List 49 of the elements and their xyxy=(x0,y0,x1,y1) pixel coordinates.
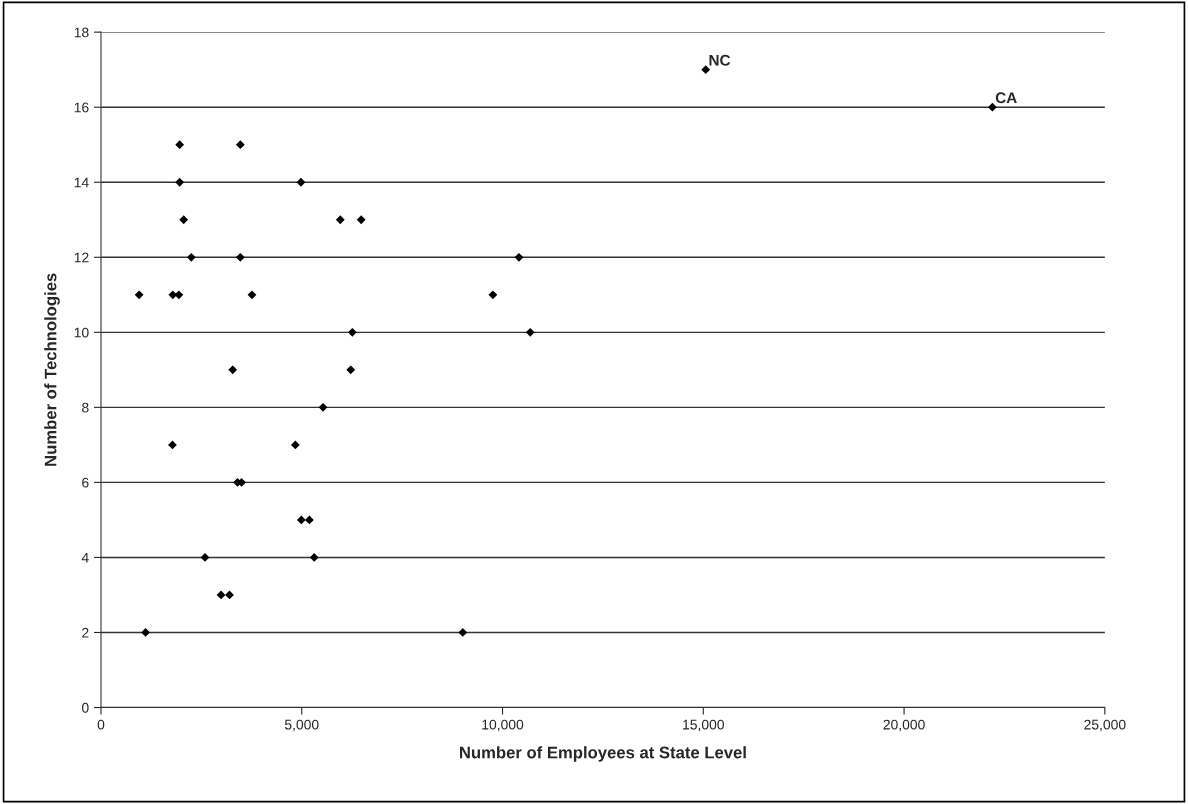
y-tick-label: 6 xyxy=(82,477,89,488)
annotation: CA xyxy=(995,92,1017,104)
y-tick-label: 12 xyxy=(74,252,89,263)
point xyxy=(488,290,498,300)
y-axis-title: Number of Technologies xyxy=(44,273,60,466)
y-tick-label: 14 xyxy=(74,177,89,188)
point xyxy=(175,177,185,187)
x-tick-label: 25,000 xyxy=(1084,719,1126,732)
point xyxy=(458,628,468,637)
point xyxy=(335,215,345,225)
point xyxy=(179,215,189,225)
point xyxy=(141,628,150,637)
point xyxy=(988,102,997,112)
y-tick-label: 4 xyxy=(81,552,89,563)
y-tick-label: 2 xyxy=(82,627,89,638)
point xyxy=(346,365,356,375)
point xyxy=(235,140,245,150)
annotation: NC xyxy=(709,54,731,66)
point xyxy=(216,590,226,600)
y-tick-label: 8 xyxy=(82,402,89,413)
point xyxy=(186,252,196,262)
y-tick-label: 16 xyxy=(74,102,89,113)
point xyxy=(175,140,185,150)
point xyxy=(296,177,306,187)
point xyxy=(296,515,306,525)
point xyxy=(356,215,366,225)
x-tick-label: 5,000 xyxy=(284,719,319,732)
point xyxy=(304,515,314,525)
point xyxy=(309,553,319,562)
y-tick-label: 10 xyxy=(74,327,89,338)
point xyxy=(247,290,257,300)
point xyxy=(525,327,535,337)
point xyxy=(318,402,328,412)
y-tick-label: 18 xyxy=(74,27,89,38)
point xyxy=(174,290,184,300)
point xyxy=(701,65,711,75)
point xyxy=(347,327,357,337)
x-tick-label: 15,000 xyxy=(683,719,724,732)
x-tick-label: 20,000 xyxy=(883,719,925,732)
y-tick-label: 0 xyxy=(81,702,89,713)
point xyxy=(228,365,238,375)
x-tick-label: 10,000 xyxy=(482,719,524,732)
point xyxy=(235,252,245,262)
point xyxy=(168,440,177,450)
point xyxy=(134,290,144,300)
x-tick-label: 0 xyxy=(97,719,105,730)
point xyxy=(290,440,300,450)
point xyxy=(514,252,524,262)
x-axis-title: Number of Employees at State Level xyxy=(460,746,746,762)
